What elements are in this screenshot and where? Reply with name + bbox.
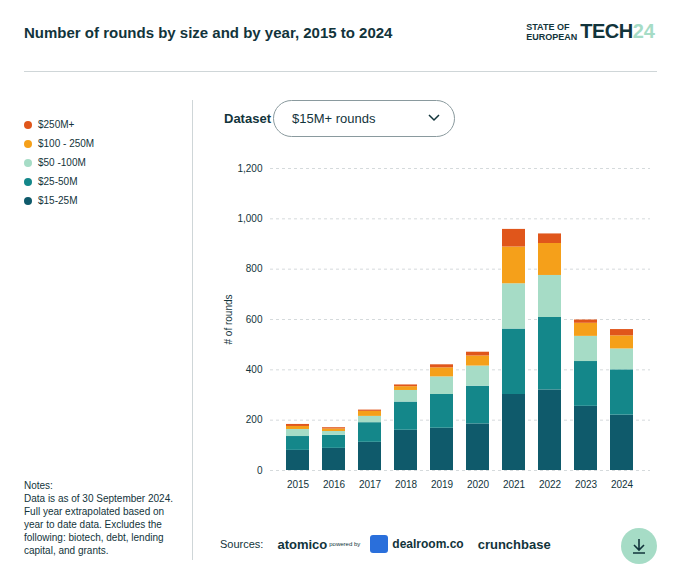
svg-text:2017: 2017 [359, 479, 382, 490]
html-text:STATE OF: STATE OF [526, 21, 570, 32]
html-text:EUROPEANTECH 24: EUROPEANTECH 24 [526, 20, 655, 42]
svg-text:0: 0 [257, 465, 263, 476]
html-text:Sources:: Sources: [220, 538, 264, 550]
svg-text:# of rounds: # of rounds [223, 294, 234, 344]
html-text:atomico: atomico [277, 536, 328, 552]
svg-text:1,000: 1,000 [237, 213, 262, 224]
svg-text:600: 600 [246, 314, 263, 325]
html-text:crunchbase: crunchbase [477, 536, 551, 552]
svg-text:2016: 2016 [323, 479, 346, 490]
html-text:$15M+ rounds: $15M+ rounds [292, 111, 376, 126]
html-text:dealroom.co: dealroom.co [392, 537, 464, 551]
svg-text:2019: 2019 [431, 479, 454, 490]
html-text:Number of rounds by size and b: Number of rounds by size and by year, 20… [24, 24, 393, 41]
svg-text:2023: 2023 [575, 479, 598, 490]
svg-text:2018: 2018 [395, 479, 418, 490]
svg-text:2022: 2022 [539, 479, 562, 490]
html-text:$25-50M: $25-50M [38, 176, 78, 187]
html-text:$50 -100M: $50 -100M [38, 157, 86, 168]
svg-text:400: 400 [246, 364, 263, 375]
svg-text:800: 800 [246, 263, 263, 274]
html-text:Dataset: Dataset [224, 111, 271, 126]
svg-text:1,200: 1,200 [237, 163, 262, 174]
svg-text:2021: 2021 [503, 479, 526, 490]
html-text:capital, and grants.: capital, and grants. [24, 545, 109, 556]
html-text:year to date data. Excludes th: year to date data. Excludes the [24, 519, 162, 530]
html-text:Notes:: Notes: [24, 480, 53, 491]
html-text:$15-25M: $15-25M [38, 195, 78, 206]
svg-text:200: 200 [246, 414, 263, 425]
svg-text:2020: 2020 [467, 479, 490, 490]
svg-text:2015: 2015 [287, 479, 310, 490]
html-text:Data is as of 30 September 202: Data is as of 30 September 2024. [24, 493, 173, 504]
svg-text:2024: 2024 [611, 479, 634, 490]
html-text:powered by: powered by [329, 541, 361, 547]
html-text:following: biotech, debt, lend: following: biotech, debt, lending [24, 532, 164, 543]
html-text:$100 - 250M: $100 - 250M [38, 138, 95, 149]
html-text:$250M+: $250M+ [38, 119, 75, 130]
html-text:Full year extrapolated based o: Full year extrapolated based on [24, 506, 165, 517]
